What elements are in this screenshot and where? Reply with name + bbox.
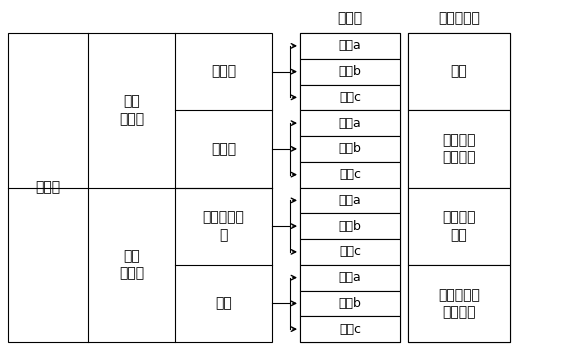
Text: 製品a: 製品a <box>339 194 362 207</box>
Text: 出荷: 出荷 <box>215 296 232 310</box>
Bar <box>408 33 510 342</box>
Text: 間接
労務費: 間接 労務費 <box>119 249 144 280</box>
Bar <box>408 265 510 342</box>
Text: 実額: 実額 <box>450 65 467 79</box>
Text: 販売個数や
販売重量: 販売個数や 販売重量 <box>438 288 480 319</box>
Bar <box>300 265 400 291</box>
Bar <box>408 110 510 187</box>
Bar <box>8 33 272 342</box>
Text: 製品b: 製品b <box>339 220 362 233</box>
Text: 直接
労務費: 直接 労務費 <box>119 95 144 126</box>
Bar <box>408 187 510 265</box>
Bar <box>300 110 400 136</box>
Bar <box>300 213 400 239</box>
Text: メンテナン
ス: メンテナン ス <box>202 211 245 242</box>
Text: 製品a: 製品a <box>339 117 362 130</box>
Text: 労働工数
（時間）: 労働工数 （時間） <box>442 133 476 165</box>
Text: 労務費: 労務費 <box>35 180 61 194</box>
Text: 製品c: 製品c <box>339 91 361 104</box>
Bar <box>300 33 400 59</box>
Text: 配賦基準例: 配賦基準例 <box>438 11 480 25</box>
Text: 専任者: 専任者 <box>211 65 236 79</box>
Bar <box>300 33 400 342</box>
Bar <box>300 291 400 316</box>
Text: 兼任者: 兼任者 <box>211 142 236 156</box>
Text: 製品c: 製品c <box>339 168 361 181</box>
Bar <box>300 187 400 213</box>
Bar <box>408 33 510 110</box>
Bar <box>300 59 400 85</box>
Text: 製品c: 製品c <box>339 323 361 336</box>
Text: 製品b: 製品b <box>339 65 362 78</box>
Bar <box>300 316 400 342</box>
Bar <box>300 85 400 110</box>
Bar <box>300 162 400 187</box>
Text: 製品a: 製品a <box>339 271 362 284</box>
Text: 製品b: 製品b <box>339 297 362 310</box>
Bar <box>300 136 400 162</box>
Text: 製品b: 製品b <box>339 143 362 155</box>
Text: 機械稼働
時間: 機械稼働 時間 <box>442 211 476 242</box>
Text: 製品a: 製品a <box>339 39 362 52</box>
Bar <box>300 239 400 265</box>
Text: 製品c: 製品c <box>339 245 361 258</box>
Text: 配賦先: 配賦先 <box>338 11 363 25</box>
